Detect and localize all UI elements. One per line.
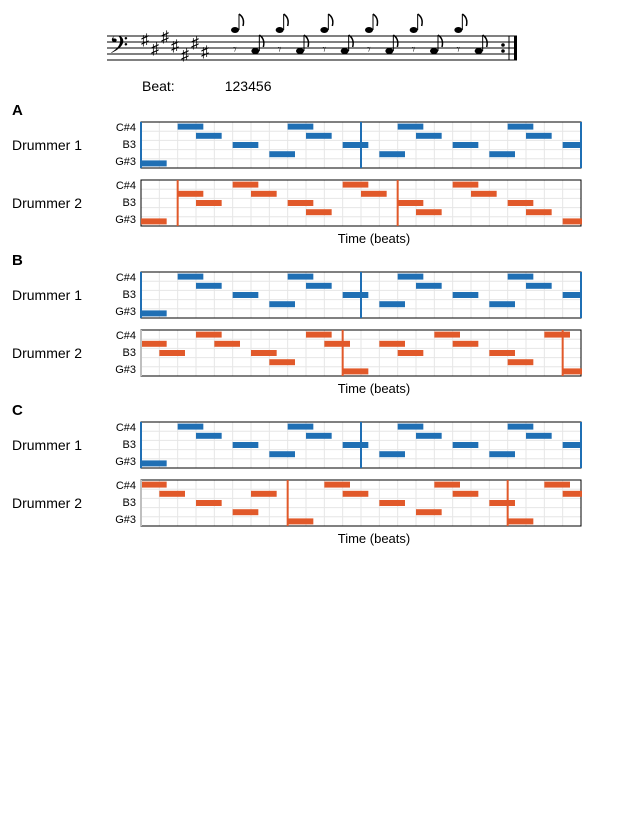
panel-label-C: C (12, 402, 612, 419)
panel-label-A: A (12, 102, 612, 119)
piano-roll (140, 271, 582, 319)
piano-roll (140, 179, 582, 227)
y-tick: B3 (100, 197, 136, 209)
music-notation: 𝄢♯♯♯♯♯♯♯𝄾𝄾𝄾𝄾𝄾𝄾 (12, 12, 612, 74)
svg-text:♯: ♯ (201, 44, 209, 61)
beat-1: 1 (225, 78, 233, 94)
svg-text:♯: ♯ (181, 47, 189, 64)
svg-text:𝄾: 𝄾 (278, 43, 282, 58)
piano-roll (140, 121, 582, 169)
y-tick: B3 (100, 139, 136, 151)
y-tick: C#4 (100, 272, 136, 284)
beat-5: 5 (256, 78, 264, 94)
panel-label-B: B (12, 252, 612, 269)
svg-text:𝄾: 𝄾 (456, 43, 460, 58)
svg-text:♯: ♯ (161, 29, 169, 46)
y-tick: G#3 (100, 156, 136, 168)
beat-row: Beat: 123456 (142, 78, 612, 94)
y-tick: G#3 (100, 306, 136, 318)
svg-text:𝄾: 𝄾 (322, 43, 326, 58)
y-tick: G#3 (100, 214, 136, 226)
svg-text:𝄢: 𝄢 (109, 32, 128, 65)
x-axis-label: Time (beats) (136, 531, 612, 546)
staff-svg: 𝄢♯♯♯♯♯♯♯𝄾𝄾𝄾𝄾𝄾𝄾 (97, 12, 527, 74)
y-tick: C#4 (100, 422, 136, 434)
svg-text:𝄾: 𝄾 (233, 43, 237, 58)
y-tick: B3 (100, 289, 136, 301)
drummer-label: Drummer 1 (12, 437, 100, 453)
piano-roll (140, 421, 582, 469)
drummer-label: Drummer 2 (12, 495, 100, 511)
y-tick: B3 (100, 347, 136, 359)
beat-6: 6 (264, 78, 272, 94)
beat-4: 4 (248, 78, 256, 94)
drummer-label: Drummer 2 (12, 345, 100, 361)
y-tick: G#3 (100, 514, 136, 526)
y-tick: C#4 (100, 480, 136, 492)
svg-text:♯: ♯ (141, 32, 149, 49)
svg-text:♯: ♯ (191, 35, 199, 52)
y-tick: B3 (100, 439, 136, 451)
drummer-label: Drummer 1 (12, 137, 100, 153)
svg-text:𝄾: 𝄾 (367, 43, 371, 58)
drummer-label: Drummer 1 (12, 287, 100, 303)
y-tick: C#4 (100, 330, 136, 342)
beat-3: 3 (240, 78, 248, 94)
y-tick: C#4 (100, 180, 136, 192)
drummer-label: Drummer 2 (12, 195, 100, 211)
svg-text:♯: ♯ (171, 38, 179, 55)
piano-roll (140, 329, 582, 377)
svg-text:𝄾: 𝄾 (412, 43, 416, 58)
y-tick: C#4 (100, 122, 136, 134)
piano-roll (140, 479, 582, 527)
x-axis-label: Time (beats) (136, 231, 612, 246)
beat-label: Beat: (142, 78, 175, 94)
svg-text:♯: ♯ (151, 41, 159, 58)
x-axis-label: Time (beats) (136, 381, 612, 396)
y-tick: G#3 (100, 456, 136, 468)
y-tick: B3 (100, 497, 136, 509)
y-tick: G#3 (100, 364, 136, 376)
